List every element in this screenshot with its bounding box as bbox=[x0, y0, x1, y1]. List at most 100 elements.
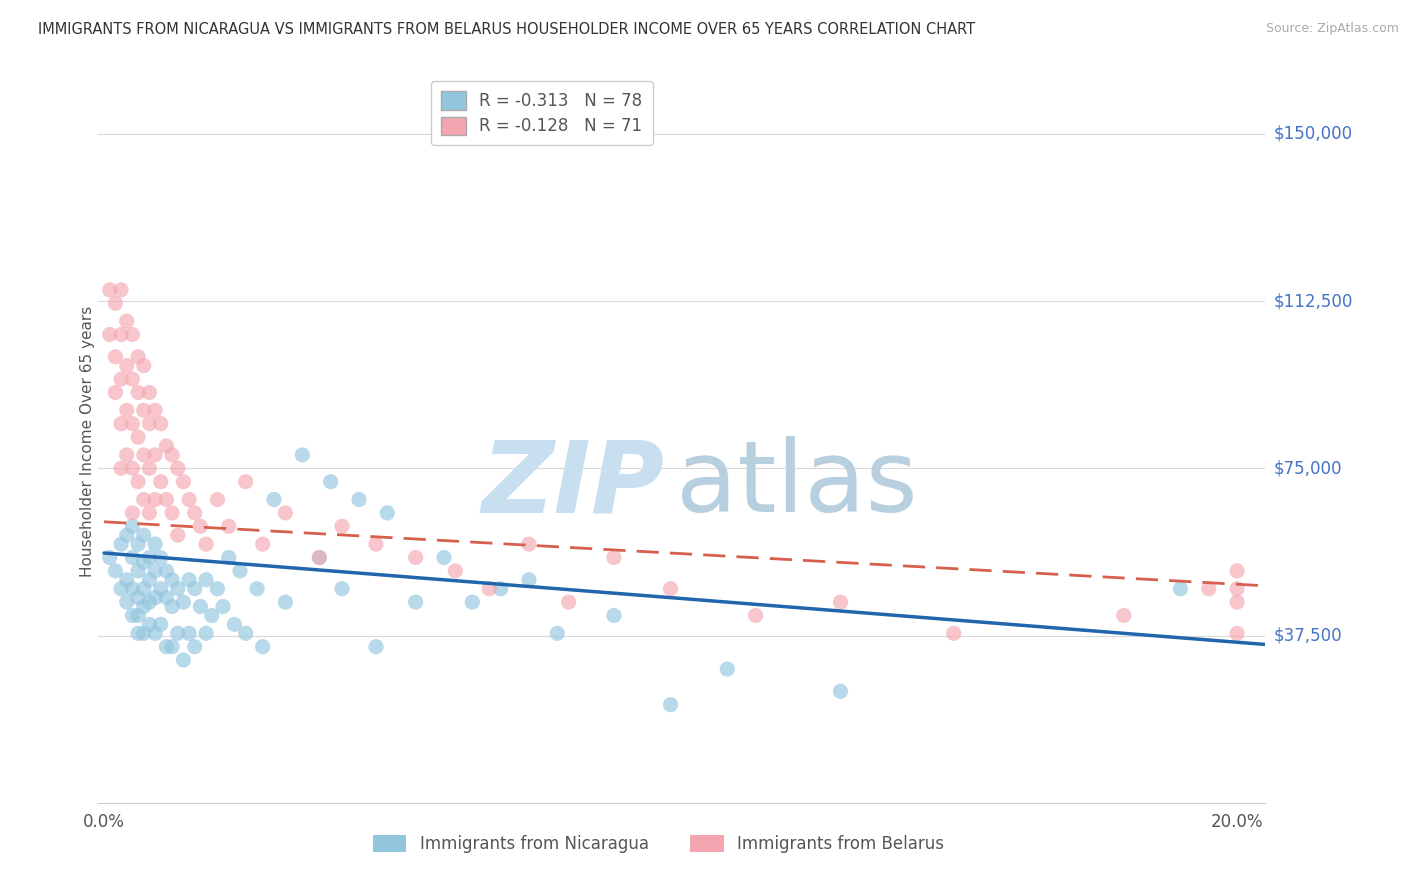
Point bbox=[121, 550, 143, 565]
Text: $75,000: $75,000 bbox=[1274, 459, 1343, 477]
Point bbox=[115, 359, 138, 373]
Point bbox=[274, 595, 297, 609]
Point bbox=[127, 475, 149, 489]
Point bbox=[364, 640, 387, 654]
Point bbox=[235, 475, 257, 489]
Point bbox=[942, 626, 965, 640]
Point bbox=[110, 582, 132, 596]
Point bbox=[127, 626, 149, 640]
Point bbox=[121, 417, 143, 431]
Point bbox=[132, 528, 155, 542]
Point bbox=[138, 550, 160, 565]
Point bbox=[132, 626, 155, 640]
Point bbox=[405, 550, 427, 565]
Point bbox=[121, 582, 143, 596]
Point bbox=[138, 573, 160, 587]
Point bbox=[127, 537, 149, 551]
Point bbox=[104, 350, 127, 364]
Point bbox=[603, 550, 626, 565]
Point bbox=[375, 506, 398, 520]
Point bbox=[1112, 608, 1135, 623]
Point bbox=[546, 626, 568, 640]
Point bbox=[98, 550, 121, 565]
Point bbox=[489, 582, 512, 596]
Text: Source: ZipAtlas.com: Source: ZipAtlas.com bbox=[1265, 22, 1399, 36]
Point bbox=[183, 582, 205, 596]
Point bbox=[138, 595, 160, 609]
Point bbox=[716, 662, 738, 676]
Text: ZIP: ZIP bbox=[481, 436, 665, 533]
Point bbox=[110, 372, 132, 386]
Point bbox=[155, 591, 177, 605]
Point bbox=[166, 461, 188, 475]
Text: IMMIGRANTS FROM NICARAGUA VS IMMIGRANTS FROM BELARUS HOUSEHOLDER INCOME OVER 65 : IMMIGRANTS FROM NICARAGUA VS IMMIGRANTS … bbox=[38, 22, 974, 37]
Point bbox=[347, 492, 370, 507]
Point bbox=[263, 492, 285, 507]
Point bbox=[190, 519, 212, 533]
Point bbox=[143, 626, 166, 640]
Point bbox=[172, 595, 194, 609]
Point bbox=[132, 582, 155, 596]
Point bbox=[149, 582, 172, 596]
Point bbox=[155, 492, 177, 507]
Point bbox=[127, 385, 149, 400]
Point bbox=[252, 537, 274, 551]
Point bbox=[274, 506, 297, 520]
Point bbox=[110, 537, 132, 551]
Point bbox=[110, 417, 132, 431]
Point bbox=[104, 296, 127, 310]
Point bbox=[98, 327, 121, 342]
Point bbox=[110, 461, 132, 475]
Point bbox=[517, 573, 540, 587]
Point bbox=[143, 448, 166, 462]
Point bbox=[166, 626, 188, 640]
Point bbox=[229, 564, 252, 578]
Point bbox=[172, 653, 194, 667]
Point bbox=[98, 283, 121, 297]
Point bbox=[235, 626, 257, 640]
Point bbox=[405, 595, 427, 609]
Point bbox=[183, 640, 205, 654]
Point bbox=[177, 626, 200, 640]
Point bbox=[364, 537, 387, 551]
Point bbox=[115, 403, 138, 417]
Point bbox=[308, 550, 330, 565]
Y-axis label: Householder Income Over 65 years: Householder Income Over 65 years bbox=[80, 306, 94, 577]
Point bbox=[115, 314, 138, 328]
Point bbox=[149, 550, 172, 565]
Point bbox=[143, 591, 166, 605]
Point bbox=[1226, 595, 1249, 609]
Point bbox=[201, 608, 224, 623]
Point bbox=[195, 537, 218, 551]
Point bbox=[172, 475, 194, 489]
Point bbox=[121, 372, 143, 386]
Point bbox=[744, 608, 766, 623]
Point bbox=[138, 617, 160, 632]
Point bbox=[155, 640, 177, 654]
Point bbox=[433, 550, 456, 565]
Point bbox=[132, 492, 155, 507]
Point bbox=[291, 448, 314, 462]
Point bbox=[1226, 626, 1249, 640]
Point bbox=[132, 448, 155, 462]
Point bbox=[160, 506, 183, 520]
Point bbox=[132, 403, 155, 417]
Point bbox=[246, 582, 269, 596]
Point bbox=[127, 608, 149, 623]
Point bbox=[132, 555, 155, 569]
Point bbox=[659, 582, 682, 596]
Point bbox=[121, 608, 143, 623]
Point bbox=[252, 640, 274, 654]
Point bbox=[121, 519, 143, 533]
Point bbox=[149, 417, 172, 431]
Point bbox=[195, 626, 218, 640]
Point bbox=[155, 439, 177, 453]
Point bbox=[212, 599, 235, 614]
Text: atlas: atlas bbox=[676, 436, 918, 533]
Point bbox=[166, 582, 188, 596]
Point bbox=[160, 573, 183, 587]
Legend: Immigrants from Nicaragua, Immigrants from Belarus: Immigrants from Nicaragua, Immigrants fr… bbox=[367, 828, 950, 860]
Point bbox=[160, 599, 183, 614]
Point bbox=[461, 595, 484, 609]
Point bbox=[149, 617, 172, 632]
